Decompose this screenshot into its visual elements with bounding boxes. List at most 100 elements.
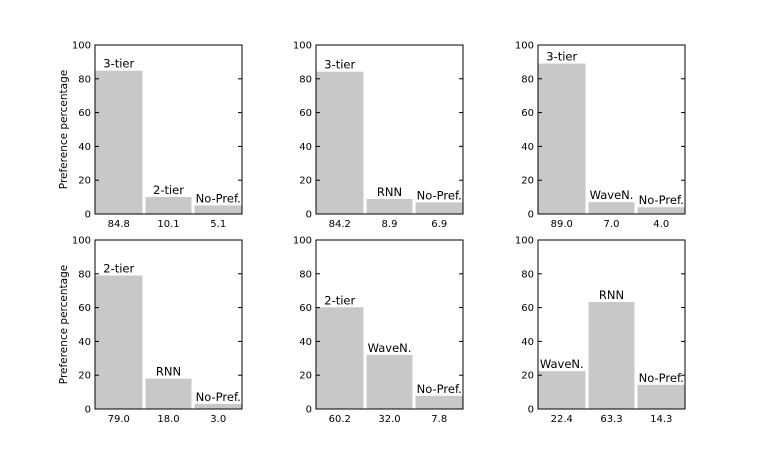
bar-category-label-3: No-Pref. [417, 382, 462, 396]
y-tick-label-0: 0 [306, 405, 312, 416]
bar-category-label-2: RNN [377, 185, 402, 199]
subplot-2: 3-tier 84.2 RNN 8.9 No-Pref. 6.9 0 20 40 60 80 100 [293, 41, 464, 230]
x-tick-label-1: 84.2 [329, 219, 351, 230]
bar-category-label-2: RNN [156, 365, 181, 379]
x-tick-label-2: 63.3 [600, 414, 622, 425]
bar-category-label-1: WaveN. [540, 357, 584, 371]
x-tick-label-1: 84.8 [108, 219, 130, 230]
y-tick-label-40: 40 [521, 142, 534, 153]
bar-1 [316, 71, 364, 215]
bar-1 [538, 371, 586, 409]
y-tick-label-100: 100 [72, 41, 91, 52]
x-tick-label-2: 10.1 [157, 219, 179, 230]
bar-3 [637, 207, 685, 214]
y-tick-label-60: 60 [78, 303, 91, 314]
y-tick-label-100: 100 [293, 236, 312, 247]
x-tick-label-3: 14.3 [650, 414, 672, 425]
plot-frame [315, 239, 464, 410]
plot-frame [94, 239, 243, 410]
y-tick-label-60: 60 [521, 108, 534, 119]
subplot-6: WaveN. 22.4 RNN 63.3 No-Pref. 14.3 0 20 40 60 80 10… [515, 236, 686, 425]
x-tick-label-2: 8.9 [382, 219, 398, 230]
bar-category-label-3: No-Pref. [196, 390, 241, 404]
plot-frame [315, 44, 464, 215]
x-tick-label-1: 89.0 [551, 219, 573, 230]
bar-2 [366, 198, 413, 214]
bar-1 [95, 275, 143, 409]
bar-category-label-2: WaveN. [590, 188, 634, 202]
y-tick-label-60: 60 [78, 108, 91, 119]
x-tick-label-2: 32.0 [378, 414, 400, 425]
bar-2 [145, 378, 192, 409]
x-tick-label-1: 79.0 [108, 414, 130, 425]
y-tick-label-20: 20 [78, 176, 91, 187]
y-axis-title: Preference percentage [58, 265, 70, 384]
bar-category-label-1: 3-tier [546, 50, 577, 64]
bar-category-label-1: 2-tier [324, 293, 355, 307]
x-tick-label-1: 22.4 [551, 414, 573, 425]
x-tick-label-1: 60.2 [329, 414, 351, 425]
y-tick-label-60: 60 [521, 303, 534, 314]
y-tick-label-60: 60 [299, 108, 312, 119]
y-tick-label-40: 40 [299, 142, 312, 153]
y-tick-label-80: 80 [78, 74, 91, 85]
y-tick-label-20: 20 [521, 371, 534, 382]
bar-2 [588, 202, 635, 214]
y-tick-label-40: 40 [78, 142, 91, 153]
y-tick-label-80: 80 [299, 269, 312, 280]
plot-frame [537, 239, 686, 410]
y-axis-title: Preference percentage [58, 70, 70, 189]
subplot-5: 2-tier 60.2 WaveN. 32.0 No-Pref. 7.8 0 20 40 60 80… [293, 236, 464, 425]
y-tick-label-80: 80 [521, 269, 534, 280]
y-tick-label-100: 100 [293, 41, 312, 52]
bar-3 [637, 384, 685, 409]
x-tick-label-3: 7.8 [431, 414, 447, 425]
x-tick-label-3: 4.0 [653, 219, 669, 230]
plot-frame [94, 44, 243, 215]
y-tick-label-100: 100 [515, 41, 534, 52]
x-tick-label-2: 7.0 [604, 219, 620, 230]
bar-category-label-1: 3-tier [324, 58, 355, 72]
bar-1 [316, 307, 364, 409]
bar-1 [95, 70, 143, 214]
bar-category-label-2: 2-tier [153, 183, 184, 197]
y-tick-label-80: 80 [299, 74, 312, 85]
y-tick-label-100: 100 [515, 236, 534, 247]
bar-category-label-3: No-Pref. [417, 188, 462, 202]
x-tick-label-3: 5.1 [210, 219, 226, 230]
bar-category-label-3: No-Pref. [639, 193, 684, 207]
bar-category-label-3: No-Pref. [196, 191, 241, 205]
subplot-3: 3-tier 89.0 WaveN. 7.0 No-Pref. 4.0 0 20 40 60 80 1… [515, 41, 686, 230]
plot-frame [537, 44, 686, 215]
y-tick-label-80: 80 [521, 74, 534, 85]
x-tick-label-3: 3.0 [210, 414, 226, 425]
y-tick-label-0: 0 [85, 405, 91, 416]
bar-category-label-1: 3-tier [103, 57, 134, 71]
y-tick-label-0: 0 [528, 210, 534, 221]
y-tick-label-40: 40 [521, 337, 534, 348]
y-tick-label-20: 20 [299, 176, 312, 187]
y-tick-label-60: 60 [299, 303, 312, 314]
bar-2 [588, 302, 635, 409]
bar-3 [194, 205, 242, 214]
bar-3 [194, 403, 242, 409]
y-tick-label-20: 20 [299, 371, 312, 382]
subplot-1: 3-tier 84.8 2-tier 10.1 No-Pref. 5.1 0 20 40 60 80… [58, 41, 243, 230]
bar-2 [366, 354, 413, 409]
bar-category-label-3: No-Pref. [639, 371, 684, 385]
y-tick-label-40: 40 [299, 337, 312, 348]
subplot-4: 2-tier 79.0 RNN 18.0 No-Pref. 3.0 0 20 40 60 80 100… [58, 236, 243, 425]
y-tick-label-0: 0 [528, 405, 534, 416]
y-tick-label-20: 20 [78, 371, 91, 382]
bar-category-label-2: WaveN. [368, 341, 412, 355]
bar-3 [415, 395, 463, 409]
bar-2 [145, 196, 192, 214]
y-tick-label-0: 0 [306, 210, 312, 221]
bar-category-label-2: RNN [599, 288, 624, 302]
x-tick-label-2: 18.0 [157, 414, 179, 425]
y-tick-label-0: 0 [85, 210, 91, 221]
y-tick-label-80: 80 [78, 269, 91, 280]
y-tick-label-100: 100 [72, 236, 91, 247]
bar-1 [538, 63, 586, 215]
